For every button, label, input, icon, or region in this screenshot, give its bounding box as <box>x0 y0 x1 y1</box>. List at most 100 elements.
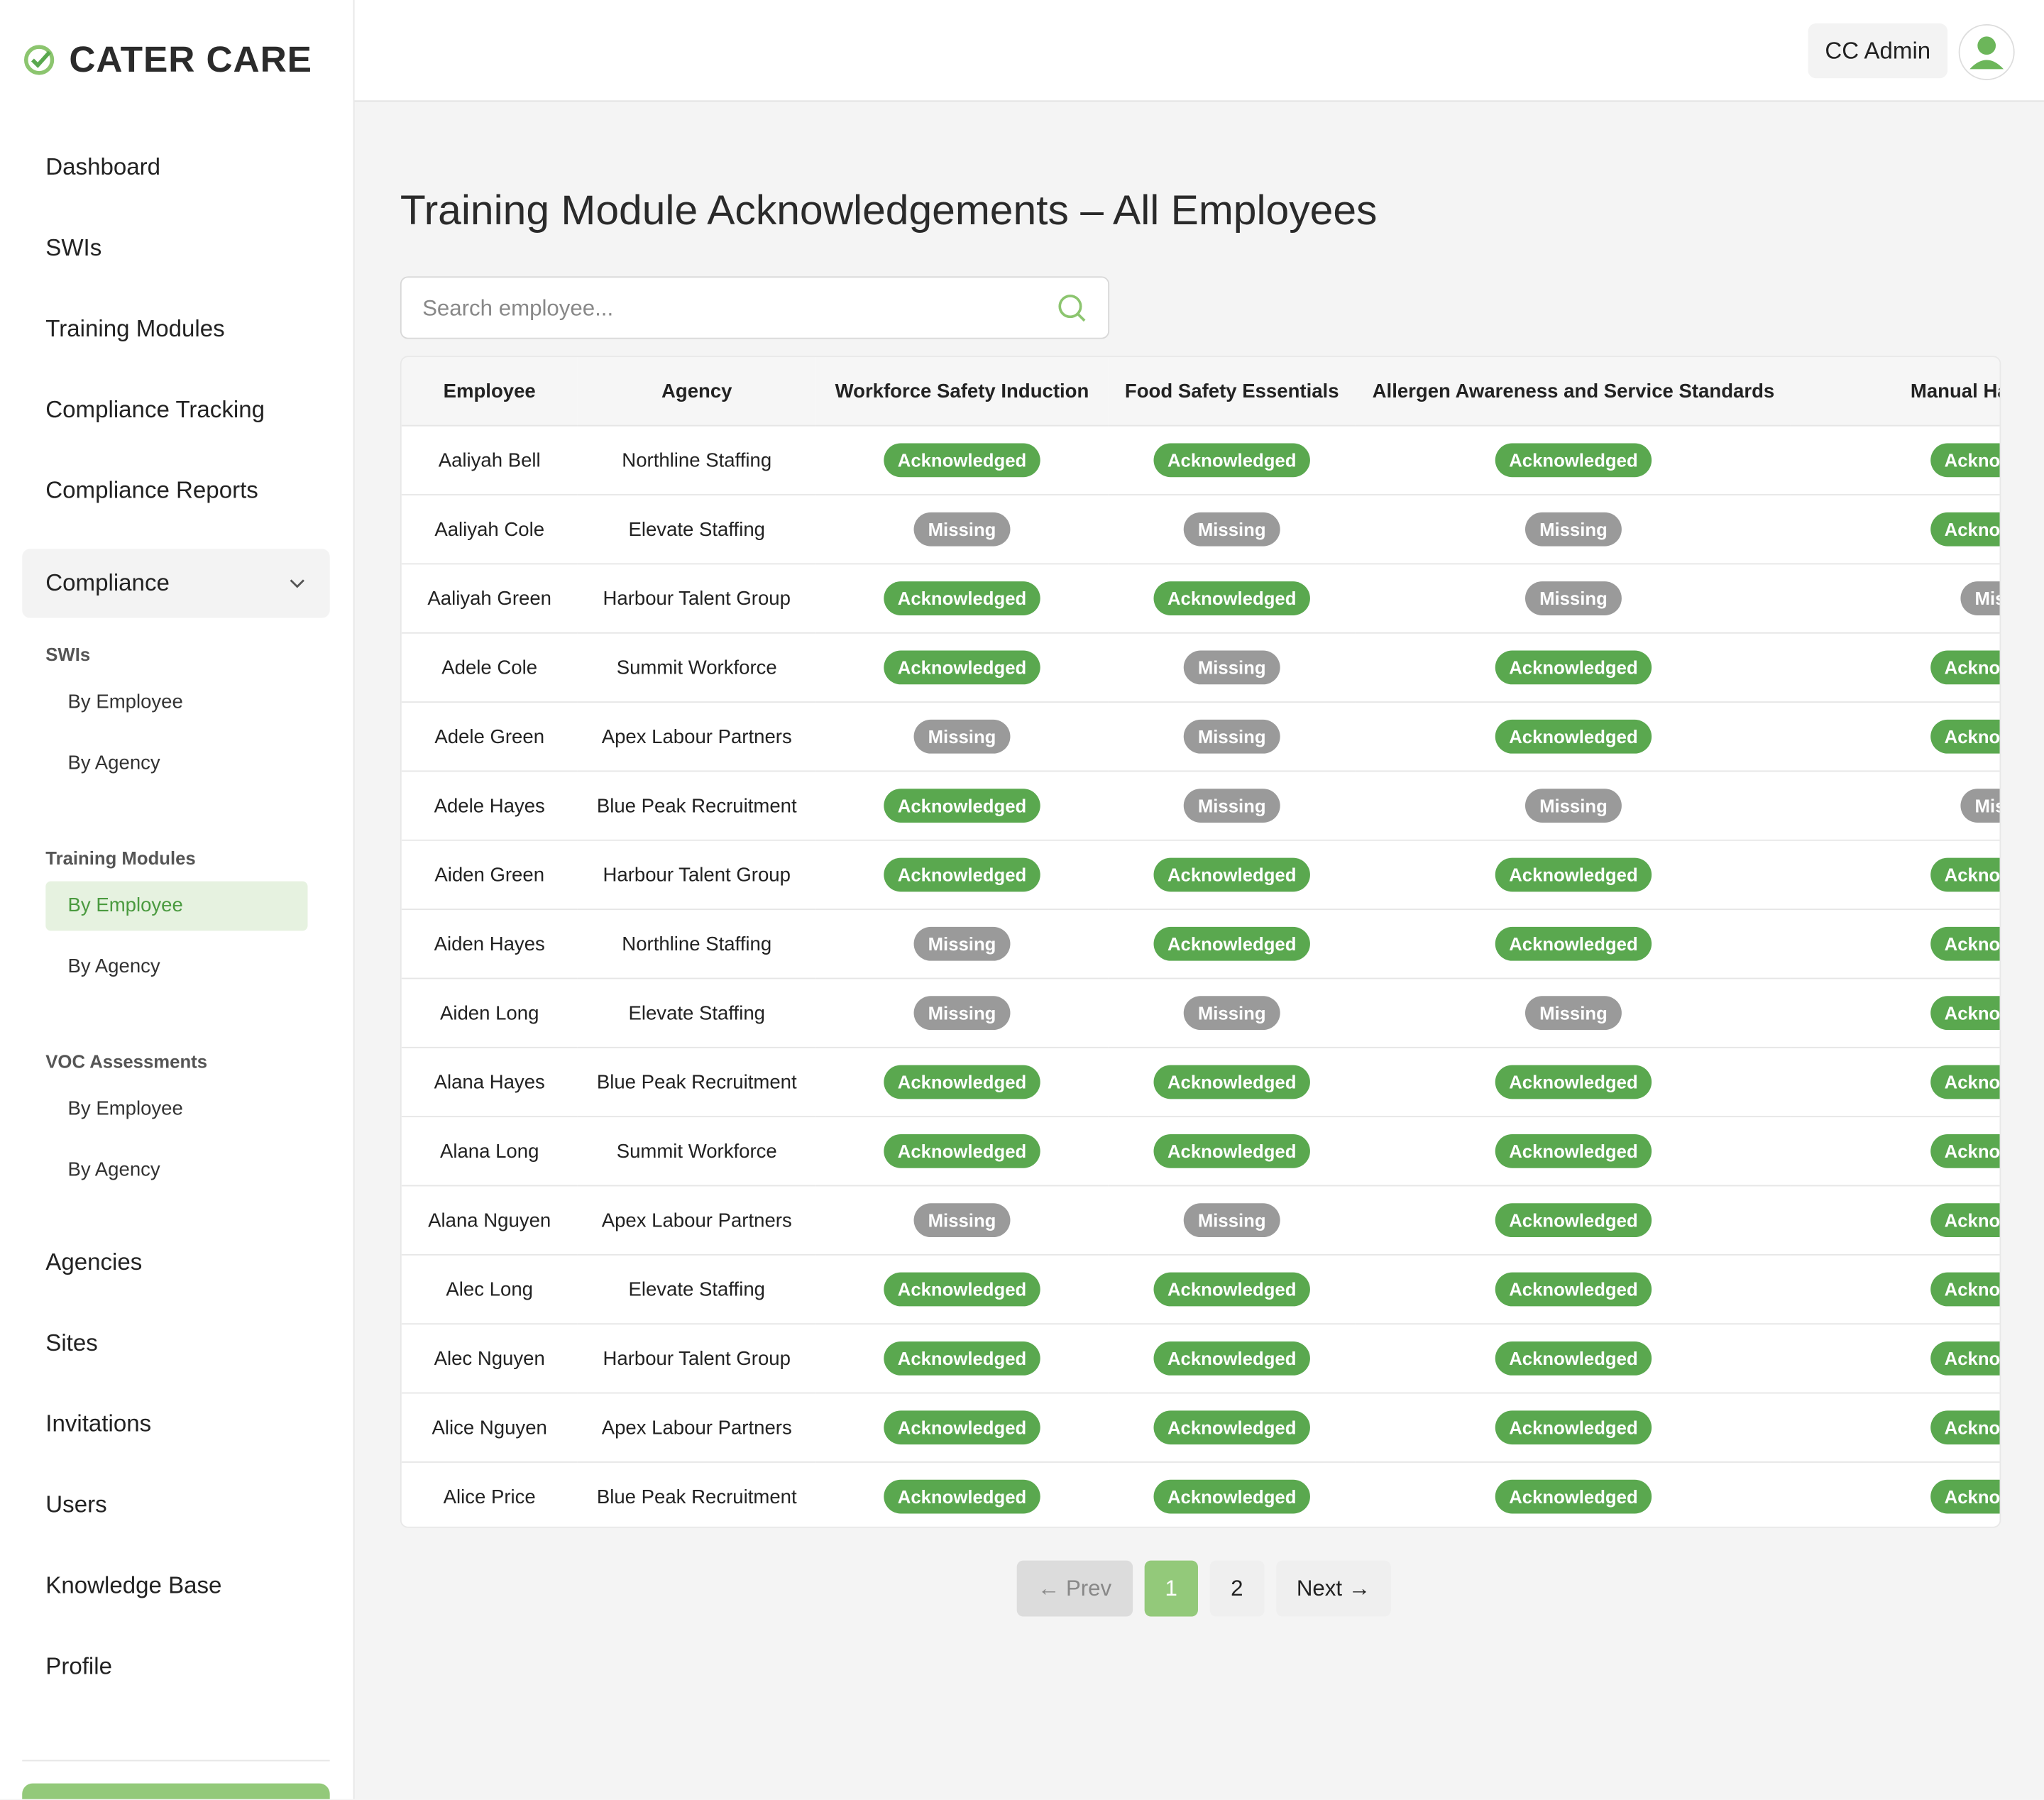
table-cell: Acknowledged <box>815 425 1109 495</box>
nav-item[interactable]: SWIs <box>45 234 102 261</box>
table-cell: Acknowledged <box>815 632 1109 703</box>
nav-item[interactable]: Invitations <box>45 1410 152 1437</box>
status-badge: Missing <box>913 719 1011 754</box>
table-row: Alec Long Elevate Staffing Acknowledged Ack… <box>401 1254 2000 1325</box>
page-button[interactable]: 1 <box>1144 1560 1199 1617</box>
table-cell: Acknowledged <box>1356 1461 1791 1527</box>
table-cell: Acknowledged <box>815 1116 1109 1187</box>
nav-item[interactable]: Training Modules <box>45 315 225 342</box>
section-item[interactable]: By Agency <box>67 955 160 978</box>
status-badge: Acknowledged <box>1930 996 2000 1031</box>
table-cell: Aaliyah Cole <box>401 495 578 565</box>
table-cell: Acknowledged <box>815 1461 1109 1527</box>
table-cell: Alana Long <box>401 1116 578 1187</box>
table-cell: Acknowledged <box>1356 1254 1791 1325</box>
nav-group[interactable]: Compliance <box>22 549 330 618</box>
table-cell: Alice Price <box>401 1461 578 1527</box>
table-cell: Acknowledged <box>1356 632 1791 703</box>
status-badge: Acknowledged <box>1930 1134 2000 1168</box>
table-cell: Acknowledged <box>1356 840 1791 911</box>
table-cell: Alec Long <box>401 1254 578 1325</box>
table-cell: Acknowledged <box>815 1254 1109 1325</box>
sidebar-button[interactable] <box>22 1783 330 1799</box>
section-item[interactable]: By Employee <box>45 881 308 931</box>
table-cell: Acknowledged <box>815 840 1109 911</box>
table-cell: Acknowledged <box>1791 425 2000 495</box>
status-badge: Acknowledged <box>1153 1272 1311 1307</box>
table-cell: Acknowledged <box>1356 1116 1791 1187</box>
avatar[interactable] <box>1958 23 2016 81</box>
section-item[interactable]: By Agency <box>67 1158 160 1182</box>
status-badge: Missing <box>1524 512 1622 547</box>
table-cell: Acknowledged <box>1108 564 1356 634</box>
column-header[interactable]: Allergen Awareness and Service Standards <box>1356 357 1791 427</box>
status-badge: Acknowledged <box>1153 1479 1311 1514</box>
divider <box>22 1760 330 1762</box>
table-row: Aiden Green Harbour Talent Group Acknowled… <box>401 840 2000 911</box>
status-badge: Missing <box>913 512 1011 547</box>
status-badge: Missing <box>1524 581 1622 615</box>
nav-item[interactable]: Dashboard <box>45 153 161 180</box>
section-item[interactable]: By Employee <box>67 1097 183 1120</box>
table-cell: Acknowledged <box>1791 1185 2000 1256</box>
table-cell: Acknowledged <box>1791 909 2000 979</box>
table-cell: Acknowledged <box>815 1393 1109 1463</box>
table-cell: Apex Labour Partners <box>577 1185 816 1256</box>
table-cell: Acknowledged <box>1356 425 1791 495</box>
status-badge: Acknowledged <box>883 443 1041 478</box>
table-cell: Missing <box>1791 771 2000 841</box>
status-badge: Acknowledged <box>1153 581 1311 615</box>
status-badge: Missing <box>1960 789 2000 823</box>
status-badge: Acknowledged <box>1930 1203 2000 1238</box>
table-cell: Acknowledged <box>815 1047 1109 1118</box>
table-cell: Harbour Talent Group <box>577 564 816 634</box>
column-header[interactable]: Employee <box>401 357 578 427</box>
table-row: Adele Hayes Blue Peak Recruitment Acknowle… <box>401 771 2000 841</box>
table-cell: Acknowledged <box>1108 840 1356 911</box>
brand[interactable]: CATER CARE <box>22 39 312 81</box>
section-item[interactable]: By Employee <box>67 691 183 713</box>
column-header[interactable]: Agency <box>577 357 816 427</box>
table-cell: Missing <box>1108 978 1356 1048</box>
table-cell: Missing <box>1356 978 1791 1048</box>
status-badge: Acknowledged <box>1930 1272 2000 1307</box>
table-cell: Adele Green <box>401 702 578 772</box>
next-button[interactable]: Next → <box>1275 1560 1392 1617</box>
status-badge: Missing <box>913 926 1011 961</box>
table-cell: Alana Hayes <box>401 1047 578 1118</box>
page-button[interactable]: 2 <box>1209 1560 1264 1617</box>
search-box[interactable]: Search employee... <box>400 276 1110 339</box>
nav-item[interactable]: Agencies <box>45 1249 143 1275</box>
column-header[interactable]: Workforce Safety Induction <box>815 357 1109 427</box>
status-badge: Missing <box>1960 581 2000 615</box>
column-header[interactable]: Manual Handling and <box>1791 357 2000 427</box>
status-badge: Acknowledged <box>1494 1272 1652 1307</box>
brand-name: CATER CARE <box>69 39 312 80</box>
nav-item[interactable]: Sites <box>45 1329 98 1356</box>
status-badge: Missing <box>1183 650 1280 685</box>
nav-item[interactable]: Profile <box>45 1652 113 1679</box>
nav-item[interactable]: Compliance Reports <box>45 477 258 503</box>
status-badge: Acknowledged <box>1494 1341 1652 1376</box>
table-cell: Acknowledged <box>1791 1116 2000 1187</box>
table-cell: Acknowledged <box>1356 909 1791 979</box>
table-cell: Alice Nguyen <box>401 1393 578 1463</box>
prev-button[interactable]: ← Prev <box>1016 1560 1133 1617</box>
status-badge: Acknowledged <box>1930 1065 2000 1099</box>
table-cell: Blue Peak Recruitment <box>577 1461 816 1527</box>
status-badge: Acknowledged <box>1930 926 2000 961</box>
nav-item[interactable]: Knowledge Base <box>45 1572 222 1598</box>
status-badge: Acknowledged <box>883 1410 1041 1445</box>
section-title: SWIs <box>45 644 91 665</box>
status-badge: Missing <box>1183 996 1280 1031</box>
nav-item[interactable]: Users <box>45 1491 107 1518</box>
table-cell: Missing <box>815 978 1109 1048</box>
column-header[interactable]: Food Safety Essentials <box>1108 357 1356 427</box>
user-name[interactable]: CC Admin <box>1808 23 1948 79</box>
section-item[interactable]: By Agency <box>67 752 160 775</box>
table-cell: Northline Staffing <box>577 425 816 495</box>
table-row: Aaliyah Bell Northline Staffing Acknowledg… <box>401 425 2000 495</box>
nav-item[interactable]: Compliance Tracking <box>45 396 265 423</box>
table-cell: Aiden Hayes <box>401 909 578 979</box>
